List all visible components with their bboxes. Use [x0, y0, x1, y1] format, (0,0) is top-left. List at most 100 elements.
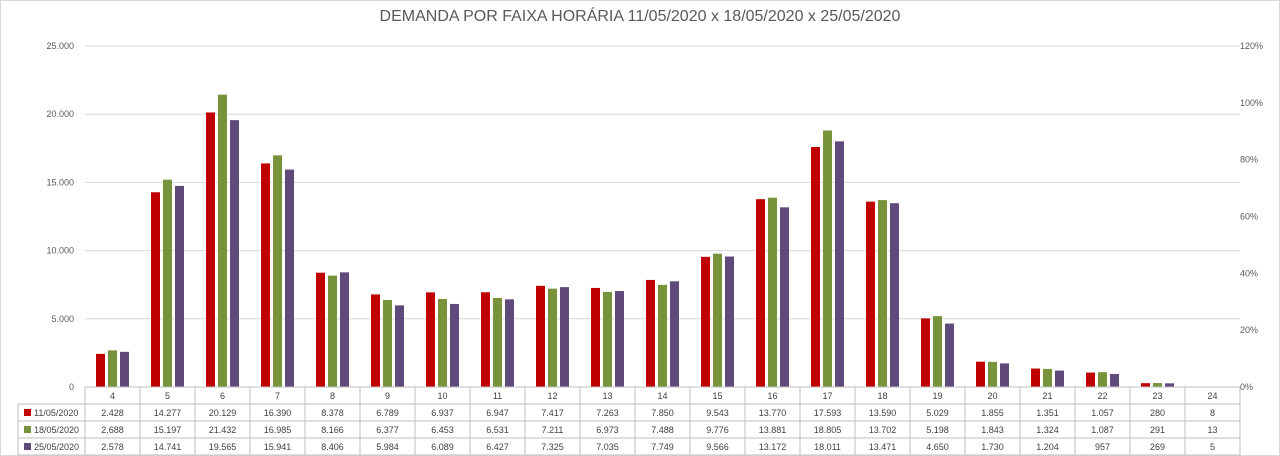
x-tick-label: 15: [712, 391, 722, 401]
bar-25-05-2020: [1165, 383, 1174, 387]
bar-25-05-2020: [230, 120, 239, 388]
x-tick-label: 18: [877, 391, 887, 401]
y-tick-label: 10.000: [46, 246, 74, 256]
bar-18-05-2020: [823, 130, 832, 387]
data-label: 17.593: [814, 408, 842, 418]
x-tick-label: 7: [275, 391, 280, 401]
bar-18-05-2020: [1043, 368, 1052, 387]
x-tick-label: 16: [767, 391, 777, 401]
data-label: 6.973: [596, 425, 619, 435]
legend-swatch: [24, 443, 31, 450]
data-label: 6.947: [486, 408, 509, 418]
bar-18-05-2020: [988, 361, 997, 387]
bar-25-05-2020: [670, 281, 679, 387]
data-label: 13: [1207, 425, 1217, 435]
y-tick-label: 20.000: [46, 109, 74, 119]
bar-25-05-2020: [285, 169, 294, 387]
bar-11-05-2020: [756, 199, 765, 387]
bar-18-05-2020: [163, 179, 172, 387]
data-label: 957: [1095, 442, 1110, 452]
data-label: 7.035: [596, 442, 619, 452]
bar-18-05-2020: [383, 300, 392, 387]
data-label: 6.531: [486, 425, 509, 435]
data-label: 5: [1210, 442, 1215, 452]
bar-11-05-2020: [316, 272, 325, 387]
bar-11-05-2020: [811, 147, 820, 387]
data-label: 1.730: [981, 442, 1004, 452]
data-label: 280: [1150, 408, 1165, 418]
bar-18-05-2020: [768, 197, 777, 387]
bar-25-05-2020: [1000, 363, 1009, 387]
y2-tick-label: 40%: [1240, 268, 1258, 278]
data-label: 13.881: [759, 425, 787, 435]
data-label: 7.488: [651, 425, 674, 435]
bar-18-05-2020: [218, 94, 227, 388]
bar-11-05-2020: [976, 361, 985, 387]
bar-25-05-2020: [175, 185, 184, 387]
data-label: 269: [1150, 442, 1165, 452]
data-label: 21.432: [209, 425, 237, 435]
bar-25-05-2020: [725, 256, 734, 387]
x-tick-label: 12: [547, 391, 557, 401]
data-label: 6.937: [431, 408, 454, 418]
bar-11-05-2020: [151, 192, 160, 387]
legend-swatch: [24, 409, 31, 416]
data-label: 15.197: [154, 425, 182, 435]
bar-11-05-2020: [261, 163, 270, 387]
data-label: 6.427: [486, 442, 509, 452]
data-label: 6.453: [431, 425, 454, 435]
data-label: 1.324: [1036, 425, 1059, 435]
data-label: 16.390: [264, 408, 292, 418]
data-label: 14.277: [154, 408, 182, 418]
data-label: 5.984: [376, 442, 399, 452]
y2-tick-label: 100%: [1240, 98, 1263, 108]
bar-25-05-2020: [505, 299, 514, 387]
data-label: 19.565: [209, 442, 237, 452]
bar-18-05-2020: [933, 316, 942, 387]
bar-18-05-2020: [438, 298, 447, 387]
data-label: 18.805: [814, 425, 842, 435]
bar-11-05-2020: [921, 318, 930, 387]
x-tick-label: 6: [220, 391, 225, 401]
data-label: 15.941: [264, 442, 292, 452]
bar-25-05-2020: [395, 305, 404, 387]
data-label: 291: [1150, 425, 1165, 435]
x-tick-label: 22: [1097, 391, 1107, 401]
bar-11-05-2020: [96, 353, 105, 387]
legend-label: 18/05/2020: [34, 425, 79, 435]
bar-18-05-2020: [548, 288, 557, 387]
data-label: 2.578: [101, 442, 124, 452]
bar-11-05-2020: [591, 287, 600, 387]
bar-11-05-2020: [1141, 383, 1150, 387]
data-label: 2.688: [101, 425, 124, 435]
bar-18-05-2020: [878, 200, 887, 387]
data-label: 20.129: [209, 408, 237, 418]
bar-18-05-2020: [1153, 383, 1162, 387]
data-label: 8.406: [321, 442, 344, 452]
bar-18-05-2020: [273, 155, 282, 387]
bar-18-05-2020: [658, 284, 667, 387]
legend-swatch: [24, 426, 31, 433]
data-label: 5.198: [926, 425, 949, 435]
bar-11-05-2020: [866, 201, 875, 387]
data-label: 5.029: [926, 408, 949, 418]
y2-tick-label: 60%: [1240, 212, 1258, 222]
data-label: 13.702: [869, 425, 897, 435]
x-tick-label: 20: [987, 391, 997, 401]
bar-11-05-2020: [371, 294, 380, 387]
y2-tick-label: 20%: [1240, 325, 1258, 335]
data-label: 13.172: [759, 442, 787, 452]
chart-title: DEMANDA POR FAIXA HORÁRIA 11/05/2020 x 1…: [379, 8, 901, 25]
x-tick-label: 17: [822, 391, 832, 401]
data-label: 1.087: [1091, 425, 1114, 435]
bar-25-05-2020: [1110, 373, 1119, 387]
data-label: 7.749: [651, 442, 674, 452]
data-label: 8.166: [321, 425, 344, 435]
x-tick-label: 5: [165, 391, 170, 401]
data-label: 7.325: [541, 442, 564, 452]
bar-25-05-2020: [560, 287, 569, 387]
bar-25-05-2020: [780, 207, 789, 387]
data-label: 9.566: [706, 442, 729, 452]
bar-18-05-2020: [328, 275, 337, 387]
